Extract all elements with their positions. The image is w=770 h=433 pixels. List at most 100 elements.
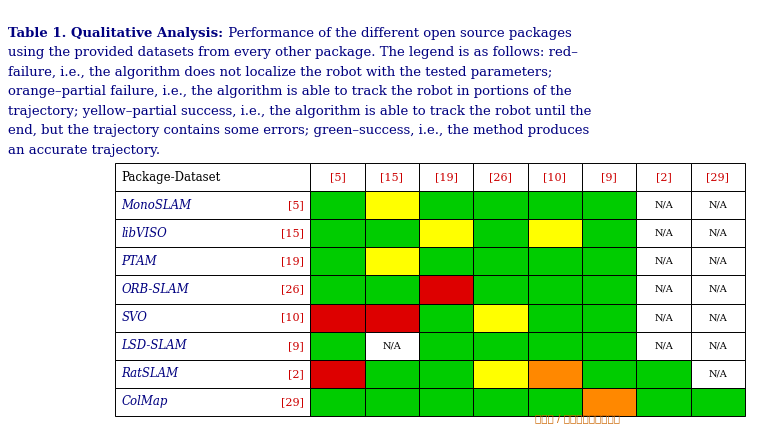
- Text: ORB-SLAM: ORB-SLAM: [122, 283, 189, 296]
- Bar: [115, 360, 310, 388]
- Text: N/A: N/A: [708, 313, 727, 322]
- Text: N/A: N/A: [654, 229, 673, 238]
- Bar: [365, 332, 419, 360]
- Text: LSD-SLAM: LSD-SLAM: [122, 339, 187, 352]
- Text: ColMap: ColMap: [122, 395, 168, 408]
- Bar: [474, 191, 527, 219]
- Text: SVO: SVO: [122, 311, 147, 324]
- Text: N/A: N/A: [708, 369, 727, 378]
- Bar: [419, 388, 474, 416]
- Bar: [365, 247, 419, 275]
- Bar: [527, 360, 582, 388]
- Bar: [636, 275, 691, 304]
- Bar: [636, 219, 691, 247]
- Bar: [115, 219, 310, 247]
- Bar: [691, 219, 745, 247]
- Bar: [636, 332, 691, 360]
- Bar: [527, 191, 582, 219]
- Bar: [582, 247, 636, 275]
- Bar: [582, 191, 636, 219]
- Bar: [310, 219, 365, 247]
- Bar: [527, 163, 582, 191]
- Text: N/A: N/A: [654, 257, 673, 266]
- Bar: [636, 360, 691, 388]
- Bar: [310, 247, 365, 275]
- Bar: [636, 163, 691, 191]
- Text: [2]: [2]: [655, 172, 671, 182]
- Text: PTAM: PTAM: [122, 255, 157, 268]
- Text: Table 1. Qualitative Analysis:: Table 1. Qualitative Analysis:: [8, 26, 223, 39]
- Bar: [115, 332, 310, 360]
- Bar: [474, 360, 527, 388]
- Text: [15]: [15]: [380, 172, 403, 182]
- Bar: [310, 163, 365, 191]
- Text: [19]: [19]: [434, 172, 457, 182]
- Text: [9]: [9]: [601, 172, 617, 182]
- Text: failure, i.e., the algorithm does not localize the robot with the tested paramet: failure, i.e., the algorithm does not lo…: [8, 65, 552, 78]
- Bar: [527, 247, 582, 275]
- Bar: [419, 191, 474, 219]
- Bar: [115, 304, 310, 332]
- Bar: [419, 275, 474, 304]
- Bar: [115, 388, 310, 416]
- Text: MonoSLAM: MonoSLAM: [122, 199, 192, 212]
- Text: 头条号 / 机器学习与人工智能: 头条号 / 机器学习与人工智能: [535, 414, 620, 423]
- Bar: [582, 163, 636, 191]
- Bar: [419, 163, 474, 191]
- Text: [29]: [29]: [706, 172, 729, 182]
- Text: an accurate trajectory.: an accurate trajectory.: [8, 144, 160, 157]
- Bar: [419, 219, 474, 247]
- Bar: [636, 191, 691, 219]
- Text: N/A: N/A: [708, 257, 727, 266]
- Bar: [474, 219, 527, 247]
- Bar: [691, 332, 745, 360]
- Bar: [691, 304, 745, 332]
- Bar: [419, 360, 474, 388]
- Text: [10]: [10]: [544, 172, 566, 182]
- Bar: [474, 275, 527, 304]
- Text: N/A: N/A: [654, 313, 673, 322]
- Bar: [310, 360, 365, 388]
- Bar: [365, 191, 419, 219]
- Bar: [365, 360, 419, 388]
- Bar: [310, 332, 365, 360]
- Bar: [691, 360, 745, 388]
- Bar: [582, 304, 636, 332]
- Bar: [691, 247, 745, 275]
- Bar: [527, 304, 582, 332]
- Text: [26]: [26]: [281, 284, 304, 294]
- Bar: [582, 388, 636, 416]
- Bar: [474, 247, 527, 275]
- Text: N/A: N/A: [708, 285, 727, 294]
- Bar: [636, 388, 691, 416]
- Bar: [527, 332, 582, 360]
- Text: [9]: [9]: [288, 341, 304, 351]
- Bar: [310, 388, 365, 416]
- Text: N/A: N/A: [708, 229, 727, 238]
- Bar: [474, 163, 527, 191]
- Bar: [310, 275, 365, 304]
- Text: N/A: N/A: [708, 341, 727, 350]
- Bar: [115, 275, 310, 304]
- Text: [10]: [10]: [281, 313, 304, 323]
- Bar: [636, 247, 691, 275]
- Text: Package-Dataset: Package-Dataset: [122, 171, 220, 184]
- Bar: [115, 191, 310, 219]
- Bar: [582, 332, 636, 360]
- Text: end, but the trajectory contains some errors; green–success, i.e., the method pr: end, but the trajectory contains some er…: [8, 124, 589, 137]
- Bar: [582, 219, 636, 247]
- Text: [5]: [5]: [330, 172, 346, 182]
- Bar: [419, 332, 474, 360]
- Bar: [365, 304, 419, 332]
- Text: [19]: [19]: [281, 256, 304, 266]
- Bar: [527, 275, 582, 304]
- Bar: [691, 163, 745, 191]
- Bar: [115, 247, 310, 275]
- Bar: [365, 275, 419, 304]
- Bar: [582, 360, 636, 388]
- Text: N/A: N/A: [654, 285, 673, 294]
- Text: Performance of the different open source packages: Performance of the different open source…: [224, 26, 572, 39]
- Bar: [310, 191, 365, 219]
- Bar: [691, 191, 745, 219]
- Bar: [527, 388, 582, 416]
